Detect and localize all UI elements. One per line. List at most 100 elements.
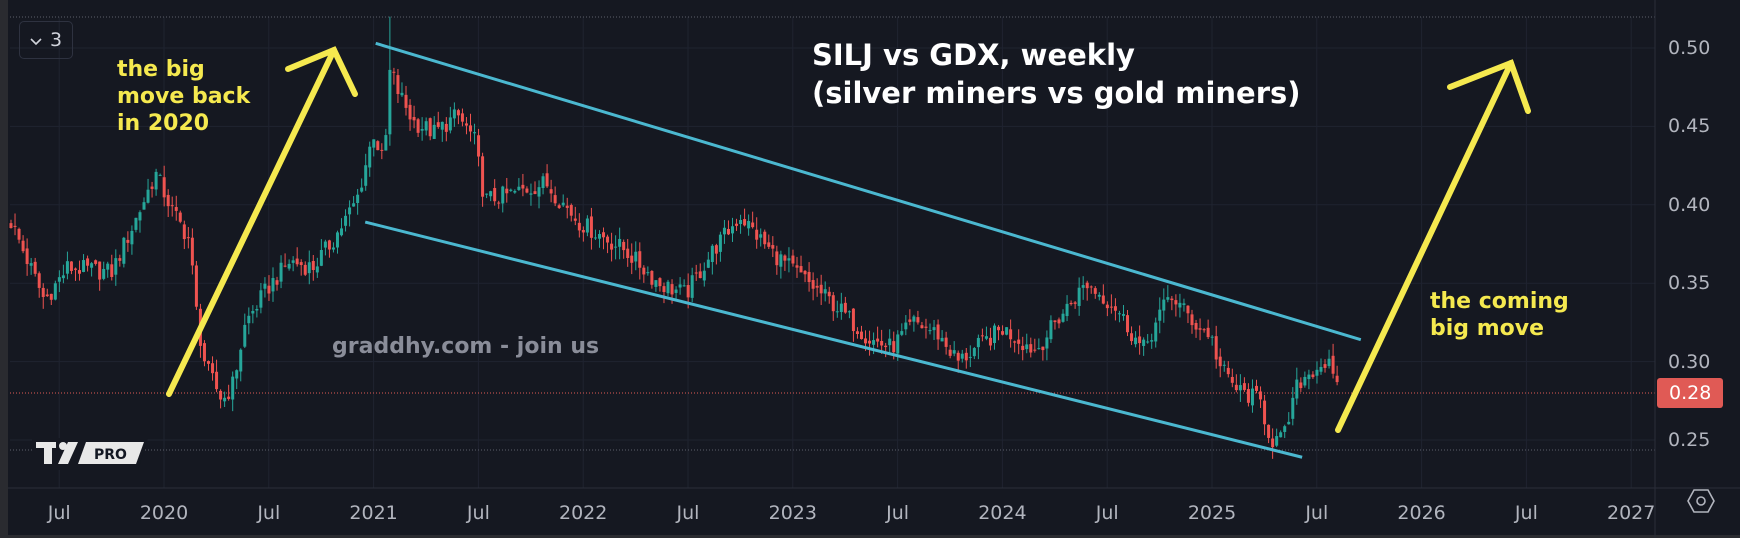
candle xyxy=(775,245,779,275)
candle xyxy=(1053,320,1057,330)
candle xyxy=(602,227,606,250)
candle xyxy=(1166,285,1170,303)
candle xyxy=(698,263,702,279)
candle xyxy=(827,286,831,304)
candle xyxy=(880,329,884,354)
candle xyxy=(932,320,936,341)
time-tick-label: Jul xyxy=(1514,502,1538,524)
candle xyxy=(1323,359,1327,373)
candle xyxy=(45,288,49,297)
candle xyxy=(348,200,352,227)
candle xyxy=(1186,305,1190,324)
candle xyxy=(1238,374,1242,402)
candle xyxy=(646,266,650,276)
candle xyxy=(763,229,767,249)
candle xyxy=(884,342,888,358)
candle xyxy=(65,251,69,280)
candle xyxy=(988,327,992,351)
time-tick-label: Jul xyxy=(1305,502,1329,524)
candle xyxy=(964,348,968,369)
candle xyxy=(759,228,763,247)
candle xyxy=(569,203,573,222)
candle xyxy=(138,210,142,233)
candle xyxy=(900,323,904,337)
candle xyxy=(106,261,110,278)
chart-title-annotation[interactable]: SILJ vs GDX, weekly (silver miners vs go… xyxy=(812,36,1301,112)
candle xyxy=(223,391,227,408)
candle xyxy=(150,181,154,198)
chart-subtitle: (silver miners vs gold miners) xyxy=(812,76,1301,110)
candle xyxy=(553,186,557,207)
candle xyxy=(412,105,416,129)
candle xyxy=(622,239,626,259)
candle xyxy=(154,168,158,196)
candle xyxy=(57,270,61,293)
candle xyxy=(1049,315,1053,343)
candle xyxy=(1117,310,1121,323)
candle xyxy=(323,239,327,256)
candle xyxy=(146,178,150,204)
logo-pro-text: PRO xyxy=(94,447,127,463)
candle xyxy=(251,305,255,324)
candle xyxy=(690,267,694,303)
candle xyxy=(630,243,634,275)
annotation-big-move-2020[interactable]: the big move back in 2020 xyxy=(117,56,250,137)
last-price-badge: 0.28 xyxy=(1657,377,1723,408)
chevron-down-icon xyxy=(30,29,42,51)
candle xyxy=(259,283,263,314)
candle xyxy=(460,108,464,127)
candle xyxy=(1130,326,1134,345)
candle xyxy=(275,276,279,291)
candle xyxy=(1041,346,1045,361)
price-tick-label: 0.50 xyxy=(1668,37,1711,59)
candle xyxy=(1210,335,1214,346)
candle xyxy=(37,271,41,298)
tradingview-pro-logo[interactable]: PRO xyxy=(28,436,152,476)
gear-hexagon-icon[interactable] xyxy=(1686,486,1716,516)
candle xyxy=(98,261,102,291)
candle xyxy=(831,292,835,321)
time-tick-label: 2023 xyxy=(768,502,817,524)
candle xyxy=(291,256,295,272)
annotation-line: the big xyxy=(117,57,205,82)
candle xyxy=(1025,333,1029,354)
candle xyxy=(477,128,481,167)
candle xyxy=(493,179,497,206)
interval-toggle-button[interactable]: 3 xyxy=(19,21,73,59)
annotation-line: big move xyxy=(1430,316,1544,341)
annotation-coming-move[interactable]: the coming big move xyxy=(1430,288,1569,342)
candles xyxy=(9,16,1339,459)
candle xyxy=(839,292,843,320)
candle xyxy=(90,262,94,277)
arrow-right-up[interactable] xyxy=(1335,59,1531,433)
candle xyxy=(489,190,493,202)
time-tick-label: 2025 xyxy=(1187,502,1237,524)
candle xyxy=(1230,368,1234,388)
candle xyxy=(916,310,920,325)
candle xyxy=(400,82,404,97)
candle xyxy=(650,270,654,289)
channel-upper-line[interactable] xyxy=(375,41,1362,342)
candle xyxy=(436,111,440,129)
candle xyxy=(662,282,666,304)
candle xyxy=(1009,319,1013,348)
candle xyxy=(573,206,577,226)
candle xyxy=(1061,309,1065,323)
candle xyxy=(811,272,815,301)
candle xyxy=(255,305,259,318)
candle xyxy=(166,189,170,217)
arrow-left-up[interactable] xyxy=(166,46,358,397)
time-tick-label: 2021 xyxy=(349,502,398,524)
candle xyxy=(1069,300,1073,306)
candle xyxy=(299,259,303,276)
candle xyxy=(928,323,932,335)
candle xyxy=(626,239,630,267)
time-tick-label: 2026 xyxy=(1397,502,1446,524)
candle xyxy=(307,250,311,285)
candle xyxy=(82,254,86,273)
candle xyxy=(396,69,400,103)
channel-lower-line[interactable] xyxy=(364,220,1303,459)
candle xyxy=(517,178,521,191)
candle xyxy=(791,249,795,267)
